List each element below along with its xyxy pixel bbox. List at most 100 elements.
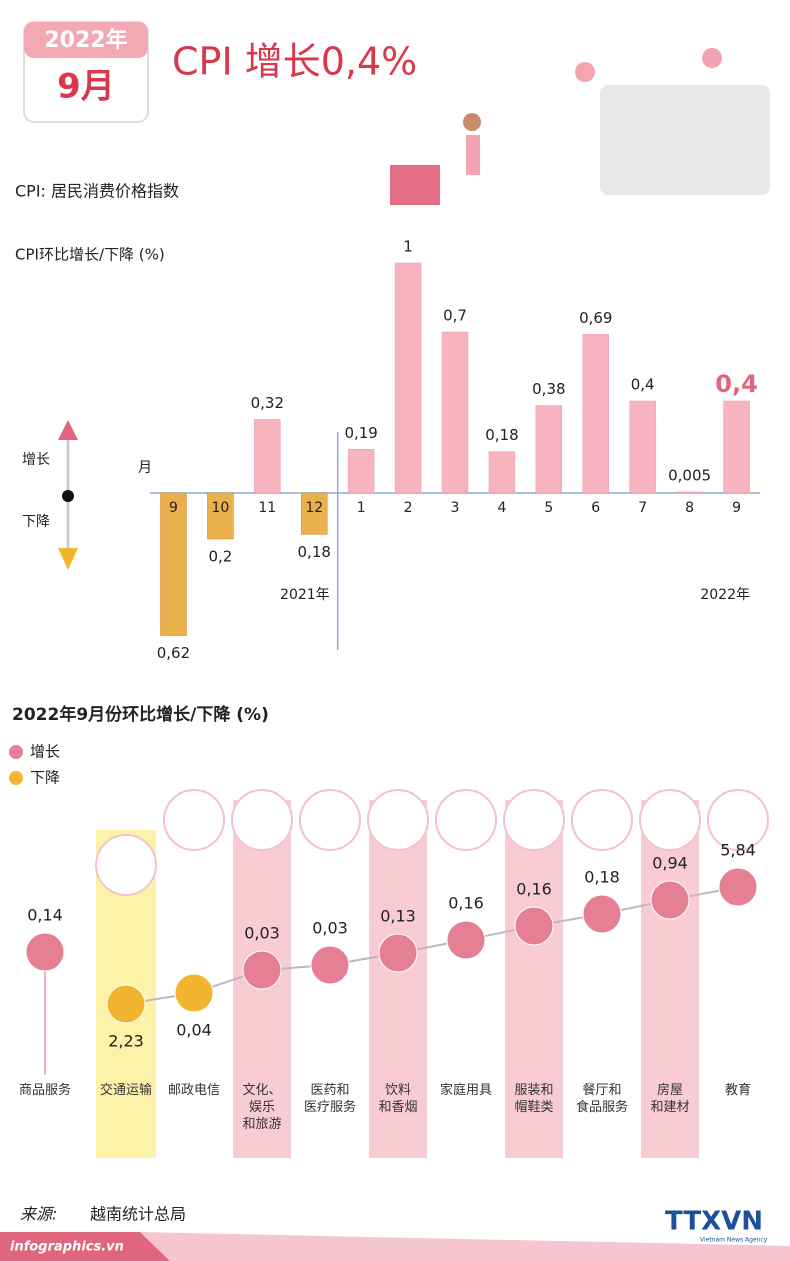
illustration [390,165,440,205]
up-label: 增长 [22,452,50,468]
value-label: 0,16 [516,880,552,899]
trend-line [125,886,739,1005]
dot [25,932,65,972]
bar [582,334,610,494]
site: infographics.vn [10,1240,124,1255]
icon [571,789,633,851]
bar [254,419,281,494]
x-tick-label: 4 [497,500,506,516]
value-label: 0,18 [298,543,331,561]
bar [441,331,469,494]
dot [174,973,214,1013]
bar [676,491,703,494]
dot [310,945,350,985]
dot [106,984,146,1024]
x-tick-label: 12 [305,500,323,516]
category-label: 餐厅和 食品服务 [575,1083,628,1115]
x-tick-label: 1 [357,500,366,516]
definition: CPI: 居民消费价格指数 [15,182,179,201]
x-tick-label: 8 [685,500,694,516]
value-label: 0,18 [584,868,620,887]
value-label: 0,04 [176,1021,212,1040]
icon [707,789,769,851]
illustration [702,48,722,68]
bar [300,492,328,535]
bar [207,492,234,540]
category-label: 医药和 医疗服务 [303,1083,356,1115]
icon [163,789,225,851]
value-label: 1 [403,238,413,256]
bar [394,262,422,494]
illustration [575,62,595,82]
bar [488,451,516,494]
x-tick-label: 5 [544,500,553,516]
illustration [600,85,770,195]
value-label: 0,005 [668,466,711,484]
x-tick-label: 9 [732,500,741,516]
arrow-up [58,420,78,440]
value-label: 0,18 [485,426,518,444]
bar [535,405,563,494]
dot [446,920,486,960]
footer-band [0,1232,170,1261]
y-axis-label: CPI环比增长/下降 (%) [15,246,165,264]
icon [231,789,293,851]
arrow-down [58,548,78,570]
calendar-top [24,22,148,58]
chart-title: 2022年9月份环比增长/下降 (%) [12,704,269,725]
icon [299,789,361,851]
category-label: 交通运输 [99,1083,152,1098]
category-label: 教育 [724,1083,751,1098]
x-tick-label: 9 [169,500,178,516]
value-label: 0,94 [652,854,688,873]
footer-band [140,1232,790,1261]
icon [367,789,429,851]
calendar-year: 2022年 [44,27,127,53]
column-highlight [369,800,427,1158]
value-label: 2,23 [108,1032,144,1051]
value-label: 0,7 [443,307,467,325]
icon [639,789,701,851]
value-label: 0,19 [344,424,377,442]
dot [650,880,690,920]
x-tick-label: 10 [211,500,229,516]
value-label: 0,62 [157,644,190,662]
source: 越南统计总局 [90,1205,186,1224]
logo-sub: Vietnam News Agency [700,1237,768,1244]
value-label: 0,32 [251,394,284,412]
category-label: 文化、 娱乐 和旅游 [242,1083,282,1132]
x-tick-label: 6 [591,500,600,516]
value-label: 0,03 [244,924,280,943]
value-label: 0,03 [312,919,348,938]
category-label: 商品服务 [18,1083,71,1098]
calendar-month: 9月 [57,67,115,107]
bar [629,400,656,494]
value-label: 0,2 [208,548,232,566]
illustration [463,113,481,131]
x-axis-label: 月 [138,460,152,476]
category-label: 房屋 和建材 [650,1083,690,1115]
year-label: 2021年 [280,587,330,603]
dot [514,906,554,946]
legend-swatch [9,771,23,785]
value-label: 0,4 [715,370,758,398]
value-label: 0,38 [532,380,565,398]
illustration [466,135,480,175]
legend-label: 增长 [30,743,60,761]
logo: TTXVN [665,1207,763,1237]
x-tick-label: 11 [258,500,276,516]
column-highlight [505,800,563,1158]
legend-swatch [9,745,23,759]
category-label: 服装和 帽鞋类 [514,1083,554,1115]
legend-label: 下降 [30,769,60,787]
year-label: 2022年 [700,587,750,603]
page-title: CPI 增长0,4% [172,40,417,84]
dot [242,950,282,990]
arrow-dot [62,490,74,502]
dot [718,867,758,907]
x-tick-label: 3 [451,500,460,516]
bar [347,449,375,494]
bar [723,400,750,494]
